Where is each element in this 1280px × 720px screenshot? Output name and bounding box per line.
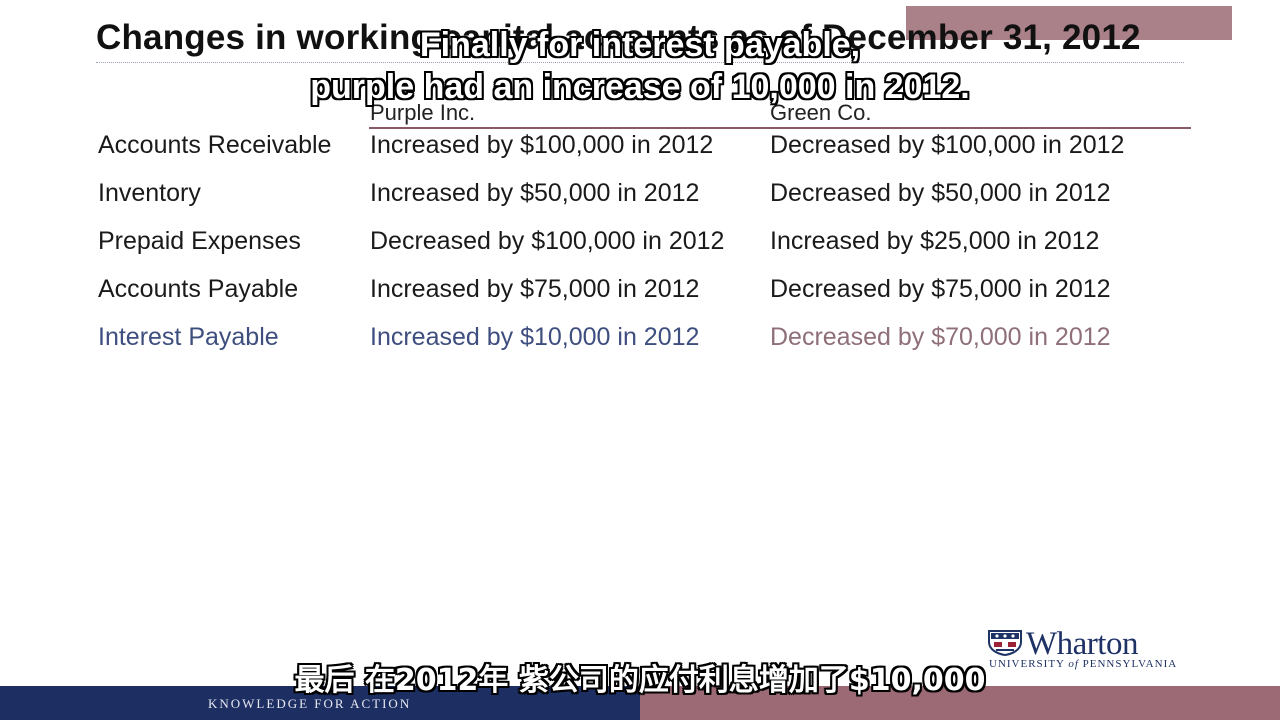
- green-value-inventory: Decreased by $50,000 in 2012: [770, 179, 1111, 207]
- green-value-prepaid-expenses: Increased by $25,000 in 2012: [770, 227, 1100, 255]
- purple-value-prepaid-expenses: Decreased by $100,000 in 2012: [370, 227, 725, 255]
- penn-shield-icon: [988, 630, 1022, 656]
- purple-value-inventory: Increased by $50,000 in 2012: [370, 179, 700, 207]
- footer-tagline: KNOWLEDGE FOR ACTION: [208, 696, 412, 711]
- footer-bar-red: [640, 686, 1280, 720]
- logo-univ-suffix: PENNSYLVANIA: [1082, 658, 1178, 670]
- corner-badge: [906, 6, 1232, 40]
- logo-university-line: UNIVERSITY of PENNSYLVANIA: [989, 658, 1177, 670]
- footer-bar-blue: [0, 686, 640, 720]
- row-label-accounts-payable: Accounts Payable: [98, 275, 299, 303]
- row-label-interest-payable: Interest Payable: [98, 323, 279, 351]
- purple-value-interest-payable: Increased by $10,000 in 2012: [370, 323, 700, 351]
- green-value-accounts-receivable: Decreased by $100,000 in 2012: [770, 131, 1125, 159]
- logo-univ-of: of: [1068, 658, 1079, 670]
- row-label-inventory: Inventory: [98, 179, 201, 207]
- wharton-logo: Wharton UNIVERSITY of PENNSYLVANIA: [988, 626, 1193, 672]
- slide-title: Changes in working capital accounts as o…: [96, 18, 1141, 57]
- column-header-purple: Purple Inc.: [370, 100, 476, 125]
- purple-value-accounts-receivable: Increased by $100,000 in 2012: [370, 131, 714, 159]
- column-header-green: Green Co.: [770, 100, 872, 125]
- logo-univ-prefix: UNIVERSITY: [989, 658, 1065, 670]
- logo-wordmark: Wharton: [1026, 626, 1138, 662]
- subtitle-english-line-1: Finally for interest payable,: [419, 26, 861, 64]
- purple-value-accounts-payable: Increased by $75,000 in 2012: [370, 275, 700, 303]
- green-value-accounts-payable: Decreased by $75,000 in 2012: [770, 275, 1111, 303]
- green-value-interest-payable: Decreased by $70,000 in 2012: [770, 323, 1111, 351]
- subtitle-chinese: 最后 在2012年 紫公司的应付利息增加了$10,000: [294, 663, 986, 698]
- subtitle-english-line-2: purple had an increase of 10,000 in 2012…: [310, 68, 970, 106]
- title-divider: [96, 62, 1184, 63]
- row-label-accounts-receivable: Accounts Receivable: [98, 131, 332, 159]
- header-divider: [369, 127, 1191, 129]
- row-label-prepaid-expenses: Prepaid Expenses: [98, 227, 301, 255]
